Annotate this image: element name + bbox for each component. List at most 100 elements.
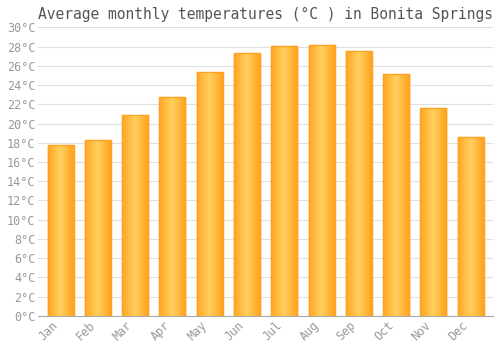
- Bar: [271, 46, 297, 316]
- Bar: [238, 53, 239, 316]
- Bar: [391, 75, 392, 316]
- Bar: [144, 115, 145, 316]
- Bar: [356, 51, 357, 316]
- Bar: [209, 71, 210, 316]
- Bar: [133, 115, 134, 316]
- Bar: [394, 75, 395, 316]
- Bar: [308, 44, 334, 316]
- Bar: [274, 46, 275, 316]
- Bar: [255, 53, 256, 316]
- Bar: [282, 46, 283, 316]
- Bar: [318, 44, 319, 316]
- Bar: [219, 71, 220, 316]
- Bar: [313, 44, 314, 316]
- Bar: [136, 115, 137, 316]
- Bar: [108, 140, 109, 316]
- Bar: [196, 71, 223, 316]
- Bar: [69, 145, 70, 316]
- Bar: [437, 108, 438, 316]
- Bar: [110, 140, 111, 316]
- Bar: [441, 108, 442, 316]
- Bar: [331, 44, 332, 316]
- Bar: [162, 97, 163, 316]
- Bar: [86, 140, 87, 316]
- Bar: [70, 145, 71, 316]
- Bar: [371, 51, 372, 316]
- Bar: [135, 115, 136, 316]
- Bar: [383, 75, 409, 316]
- Bar: [317, 44, 318, 316]
- Bar: [390, 75, 391, 316]
- Bar: [285, 46, 286, 316]
- Bar: [289, 46, 290, 316]
- Bar: [316, 44, 317, 316]
- Bar: [160, 97, 161, 316]
- Bar: [92, 140, 93, 316]
- Bar: [436, 108, 437, 316]
- Bar: [294, 46, 295, 316]
- Bar: [240, 53, 242, 316]
- Bar: [361, 51, 362, 316]
- Bar: [310, 44, 311, 316]
- Bar: [130, 115, 131, 316]
- Bar: [445, 108, 446, 316]
- Bar: [327, 44, 328, 316]
- Bar: [168, 97, 169, 316]
- Bar: [287, 46, 288, 316]
- Bar: [67, 145, 68, 316]
- Bar: [124, 115, 125, 316]
- Bar: [429, 108, 430, 316]
- Bar: [347, 51, 348, 316]
- Bar: [420, 108, 421, 316]
- Bar: [220, 71, 221, 316]
- Bar: [200, 71, 201, 316]
- Bar: [366, 51, 367, 316]
- Bar: [62, 145, 63, 316]
- Bar: [433, 108, 434, 316]
- Bar: [89, 140, 90, 316]
- Bar: [205, 71, 206, 316]
- Bar: [256, 53, 257, 316]
- Bar: [142, 115, 143, 316]
- Bar: [123, 115, 124, 316]
- Bar: [167, 97, 168, 316]
- Bar: [363, 51, 364, 316]
- Bar: [432, 108, 433, 316]
- Bar: [438, 108, 439, 316]
- Bar: [56, 145, 57, 316]
- Bar: [326, 44, 327, 316]
- Bar: [145, 115, 146, 316]
- Bar: [351, 51, 352, 316]
- Bar: [325, 44, 326, 316]
- Bar: [428, 108, 429, 316]
- Bar: [66, 145, 67, 316]
- Bar: [106, 140, 108, 316]
- Bar: [280, 46, 281, 316]
- Bar: [352, 51, 353, 316]
- Bar: [348, 51, 349, 316]
- Bar: [61, 145, 62, 316]
- Bar: [201, 71, 202, 316]
- Bar: [471, 137, 472, 316]
- Bar: [128, 115, 129, 316]
- Bar: [139, 115, 140, 316]
- Bar: [395, 75, 396, 316]
- Bar: [360, 51, 361, 316]
- Bar: [172, 97, 173, 316]
- Bar: [466, 137, 467, 316]
- Bar: [357, 51, 358, 316]
- Bar: [386, 75, 388, 316]
- Bar: [243, 53, 244, 316]
- Bar: [138, 115, 139, 316]
- Bar: [400, 75, 401, 316]
- Bar: [140, 115, 141, 316]
- Bar: [286, 46, 287, 316]
- Bar: [468, 137, 469, 316]
- Bar: [324, 44, 325, 316]
- Bar: [179, 97, 180, 316]
- Bar: [161, 97, 162, 316]
- Bar: [421, 108, 422, 316]
- Bar: [236, 53, 237, 316]
- Bar: [383, 75, 384, 316]
- Bar: [64, 145, 65, 316]
